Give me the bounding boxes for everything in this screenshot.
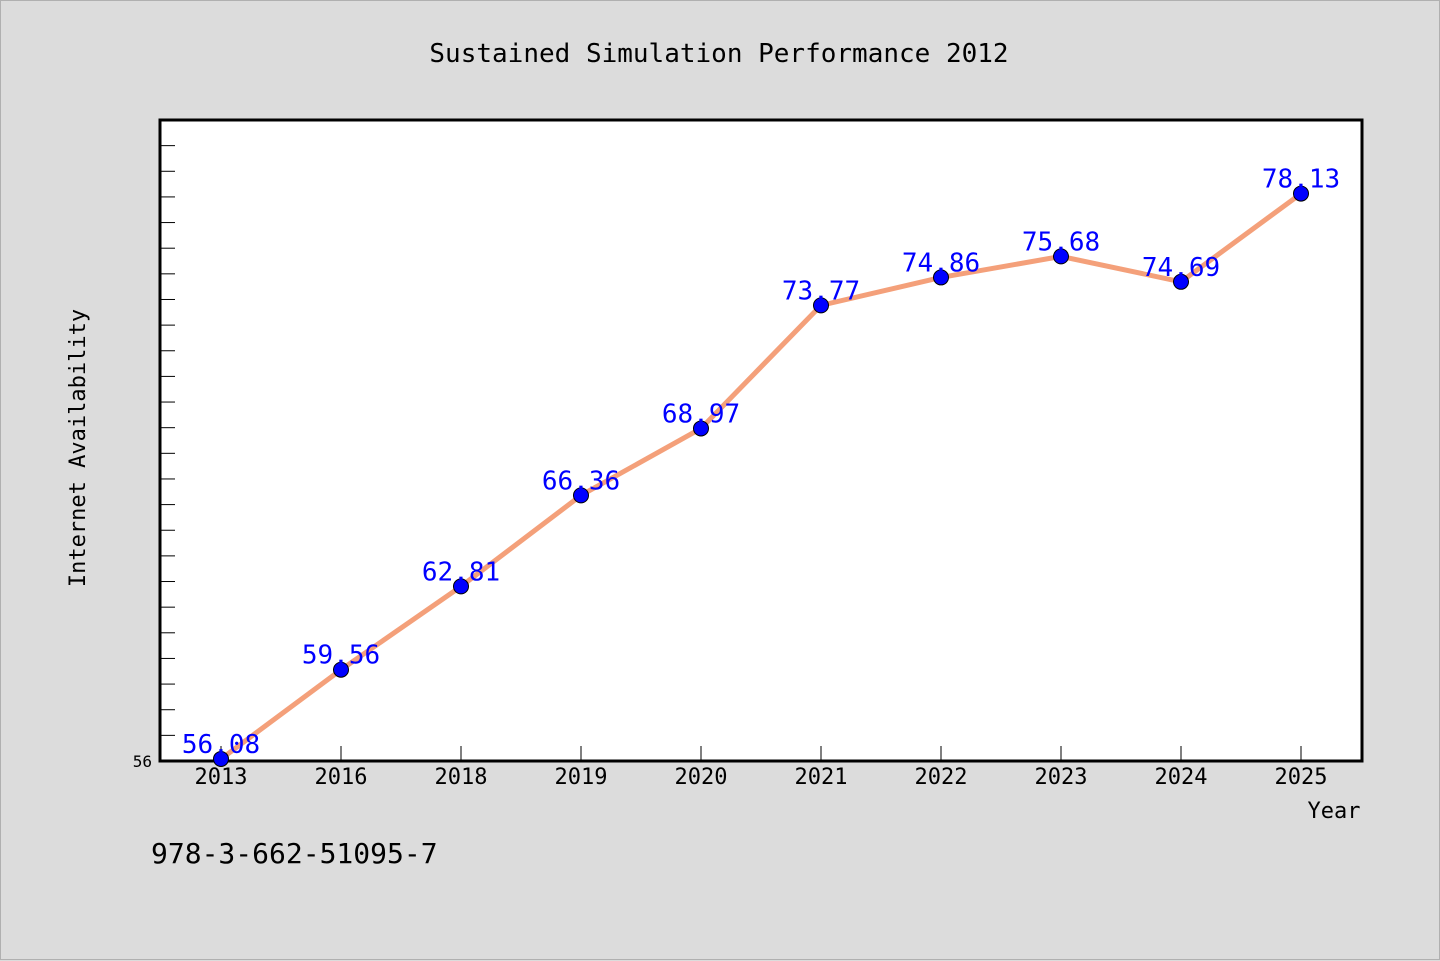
data-label: 74.86	[902, 248, 980, 278]
data-label: 56.08	[182, 730, 260, 760]
x-tick-label: 2016	[315, 765, 368, 790]
x-tick-label: 2022	[915, 765, 968, 790]
data-label: 59.56	[302, 641, 380, 671]
x-tick-label: 2019	[555, 765, 608, 790]
data-label: 62.81	[422, 557, 500, 587]
data-point	[1293, 185, 1309, 202]
x-tick-label: 2018	[435, 765, 488, 790]
x-axis-label: Year	[1308, 799, 1361, 824]
data-label: 74.69	[1142, 253, 1220, 283]
data-point	[573, 487, 589, 504]
data-point	[813, 297, 829, 314]
chart-title: Sustained Simulation Performance 2012	[429, 39, 1008, 69]
data-point	[693, 420, 709, 437]
data-point	[213, 750, 229, 767]
data-label: 75.68	[1022, 227, 1100, 257]
data-point	[453, 578, 469, 595]
data-point	[1053, 248, 1069, 265]
x-tick-label: 2025	[1275, 765, 1328, 790]
x-tick-label: 2020	[675, 765, 728, 790]
y-axis-label: Internet Availability	[66, 309, 91, 587]
x-axis: 2013 2016 2018 2019 2020 2021 2022 2023 2024 2025	[195, 746, 1328, 790]
x-tick-label: 2013	[195, 765, 248, 790]
data-label: 68.97	[662, 399, 740, 429]
y-axis: 56	[133, 119, 175, 771]
data-label: 73.77	[782, 276, 860, 306]
data-point	[1173, 273, 1189, 290]
series-line	[218, 191, 1304, 762]
data-point	[933, 269, 949, 286]
x-tick-label: 2021	[795, 765, 848, 790]
data-label: 78.13	[1262, 165, 1340, 195]
y-tick-label: 56	[133, 752, 152, 771]
x-tick-label: 2024	[1155, 765, 1208, 790]
data-label: 66.36	[542, 466, 620, 496]
data-point	[333, 661, 349, 678]
x-tick-label: 2023	[1035, 765, 1088, 790]
footnote: 978-3-662-51095-7	[151, 837, 438, 870]
series-group: 56.08 59.56 62.81 66.36 68.97 73.77 74.86 75.68…	[182, 165, 1340, 767]
